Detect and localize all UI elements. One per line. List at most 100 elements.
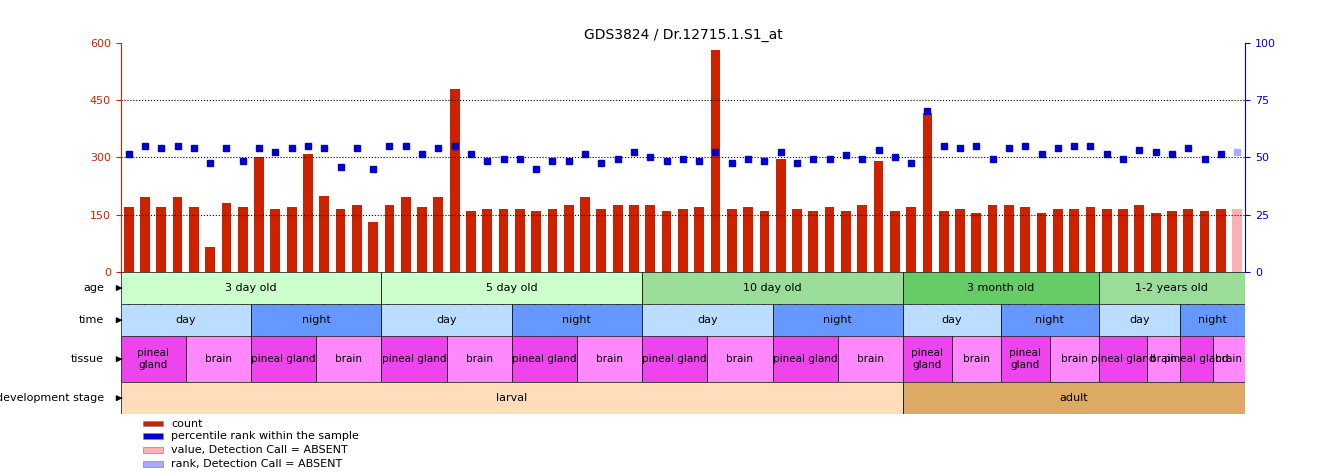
Bar	[221, 203, 232, 272]
Text: pineal
gland: pineal gland	[1010, 348, 1042, 370]
Bar	[143, 421, 163, 426]
Bar	[121, 272, 382, 304]
Text: brain: brain	[335, 354, 363, 364]
Text: tissue: tissue	[71, 354, 104, 364]
Bar	[661, 211, 671, 272]
Bar	[1098, 336, 1148, 382]
Bar	[707, 336, 773, 382]
Bar	[205, 247, 216, 272]
Bar	[254, 157, 264, 272]
Bar	[988, 205, 998, 272]
Bar	[352, 205, 362, 272]
Text: 1-2 years old: 1-2 years old	[1135, 283, 1208, 293]
Bar	[857, 205, 868, 272]
Bar	[971, 213, 981, 272]
Bar	[907, 207, 916, 272]
Bar	[645, 205, 655, 272]
Title: GDS3824 / Dr.12715.1.S1_at: GDS3824 / Dr.12715.1.S1_at	[584, 27, 782, 42]
Bar	[382, 304, 511, 336]
Bar	[121, 382, 902, 414]
Bar	[1004, 205, 1014, 272]
Bar	[1086, 207, 1095, 272]
Bar	[643, 272, 902, 304]
Bar	[775, 159, 786, 272]
Text: pineal
gland: pineal gland	[912, 348, 944, 370]
Bar	[250, 336, 316, 382]
Bar	[727, 209, 736, 272]
Bar	[446, 336, 511, 382]
Bar	[564, 205, 573, 272]
Bar	[577, 336, 643, 382]
Bar	[1118, 209, 1127, 272]
Text: time: time	[79, 315, 104, 325]
Bar	[1168, 211, 1177, 272]
Text: 3 day old: 3 day old	[225, 283, 277, 293]
Text: night: night	[1035, 315, 1065, 325]
Text: night: night	[1198, 315, 1227, 325]
Text: larval: larval	[497, 393, 528, 403]
Text: day: day	[1129, 315, 1150, 325]
Bar	[336, 209, 345, 272]
Bar	[498, 209, 509, 272]
Bar	[157, 207, 166, 272]
Bar	[711, 50, 720, 272]
Text: day: day	[175, 315, 195, 325]
Bar	[123, 207, 134, 272]
Bar	[1102, 209, 1111, 272]
Bar	[141, 198, 150, 272]
Bar	[838, 336, 902, 382]
Text: pineal gland: pineal gland	[643, 354, 707, 364]
Bar	[1000, 304, 1098, 336]
Bar	[1134, 205, 1145, 272]
Text: value, Detection Call = ABSENT: value, Detection Call = ABSENT	[171, 445, 348, 455]
Bar	[1180, 336, 1213, 382]
Bar	[1184, 209, 1193, 272]
Bar	[1050, 336, 1098, 382]
Bar	[580, 198, 590, 272]
Bar	[121, 336, 186, 382]
Text: night: night	[823, 315, 852, 325]
Bar	[143, 461, 163, 466]
Text: pineal gland: pineal gland	[252, 354, 316, 364]
Bar	[902, 272, 1098, 304]
Bar	[793, 209, 802, 272]
Bar	[955, 209, 965, 272]
Bar	[250, 304, 382, 336]
Bar	[532, 211, 541, 272]
Bar	[368, 222, 378, 272]
Bar	[189, 207, 198, 272]
Text: 3 month old: 3 month old	[967, 283, 1035, 293]
Bar	[382, 272, 643, 304]
Bar	[516, 209, 525, 272]
Bar	[418, 207, 427, 272]
Text: brain: brain	[963, 354, 990, 364]
Text: count: count	[171, 419, 202, 428]
Bar	[629, 205, 639, 272]
Bar	[643, 336, 707, 382]
Bar	[1000, 336, 1050, 382]
Text: age: age	[83, 283, 104, 293]
Bar	[890, 211, 900, 272]
Bar	[1052, 209, 1063, 272]
Text: pineal
gland: pineal gland	[137, 348, 169, 370]
Bar	[1098, 272, 1245, 304]
Bar	[952, 336, 1000, 382]
Bar	[873, 161, 884, 272]
Text: brain: brain	[205, 354, 232, 364]
Bar	[825, 207, 834, 272]
Bar	[511, 304, 643, 336]
Text: adult: adult	[1059, 393, 1089, 403]
Bar	[1213, 336, 1245, 382]
Text: development stage: development stage	[0, 393, 104, 403]
Bar	[759, 211, 770, 272]
Bar	[287, 207, 296, 272]
Bar	[303, 154, 313, 272]
Text: day: day	[437, 315, 457, 325]
Bar	[773, 336, 838, 382]
Bar	[1148, 336, 1180, 382]
Text: brain: brain	[466, 354, 493, 364]
Text: brain: brain	[1216, 354, 1243, 364]
Bar	[902, 336, 952, 382]
Bar	[434, 198, 443, 272]
Bar	[382, 336, 446, 382]
